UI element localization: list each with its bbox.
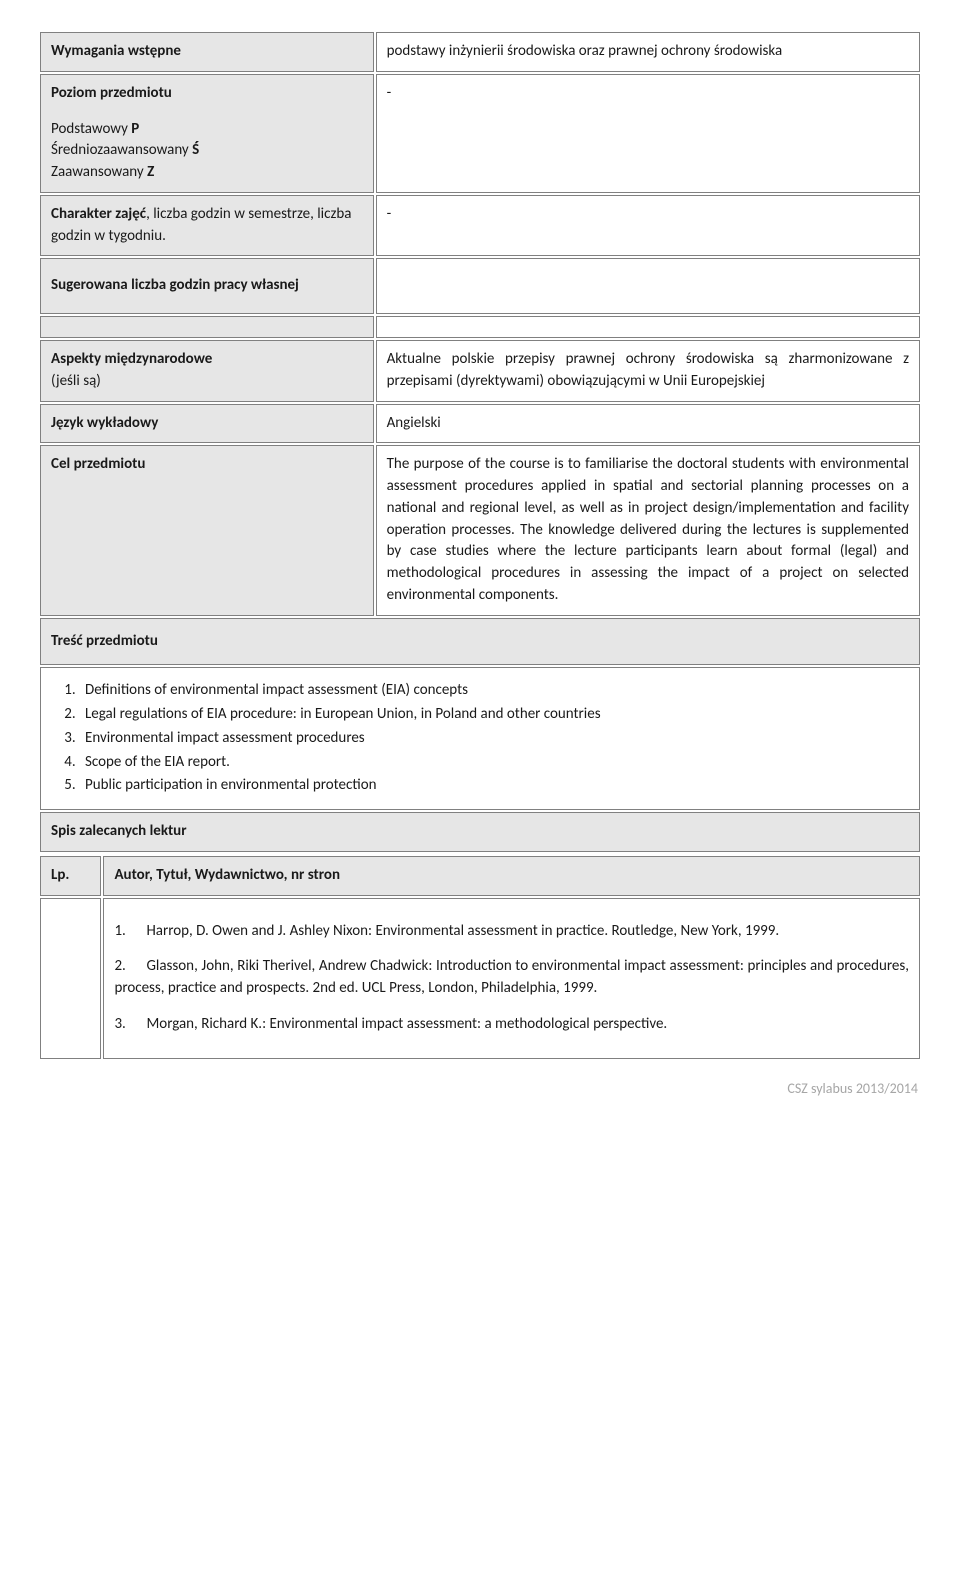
content-item: Public participation in environmental pr… <box>79 775 909 797</box>
value-purpose: The purpose of the course is to familiar… <box>376 445 920 615</box>
ref-item: 3.Morgan, Richard K.: Environmental impa… <box>114 1014 909 1036</box>
value-international: Aktualne polskie przepisy prawnej ochron… <box>376 340 920 402</box>
label-suggested-hours: Sugerowana liczba godzin pracy własnej <box>40 258 374 314</box>
intl-title: Aspekty międzynarodowe <box>51 349 363 371</box>
lp-cell <box>40 898 101 1059</box>
lp-header: Lp. <box>40 856 101 896</box>
label-purpose: Cel przedmiotu <box>40 445 374 615</box>
spacer-label <box>40 316 374 338</box>
level-basic: Podstawowy P <box>51 119 363 141</box>
intl-sub: (jeśli są) <box>51 371 363 393</box>
value-character: - <box>376 195 920 257</box>
content-item: Environmental impact assessment procedur… <box>79 728 909 750</box>
value-requirements: podstawy inżynierii środowiska oraz praw… <box>376 32 920 72</box>
label-international: Aspekty międzynarodowe (jeśli są) <box>40 340 374 402</box>
references-table: Lp. Autor, Tytuł, Wydawnictwo, nr stron … <box>38 854 922 1061</box>
label-character: Charakter zajęć, liczba godzin w semestr… <box>40 195 374 257</box>
ref-item: 2.Glasson, John, Riki Therivel, Andrew C… <box>114 956 909 1000</box>
ref-item: 1.Harrop, D. Owen and J. Ashley Nixon: E… <box>114 921 909 943</box>
content-list: Definitions of environmental impact asse… <box>51 680 909 797</box>
content-list-cell: Definitions of environmental impact asse… <box>40 667 920 810</box>
label-content: Treść przedmiotu <box>40 618 920 666</box>
label-reading-list: Spis zalecanych lektur <box>40 812 920 852</box>
value-language: Angielski <box>376 404 920 444</box>
spacer-value <box>376 316 920 338</box>
level-intermediate: Średniozaawansowany Ś <box>51 140 363 162</box>
syllabus-table: Wymagania wstępne podstawy inżynierii śr… <box>38 30 922 854</box>
value-suggested-hours <box>376 258 920 314</box>
label-language: Język wykładowy <box>40 404 374 444</box>
ref-cell: 1.Harrop, D. Owen and J. Ashley Nixon: E… <box>103 898 920 1059</box>
value-level: - <box>376 74 920 193</box>
ref-header: Autor, Tytuł, Wydawnictwo, nr stron <box>103 856 920 896</box>
content-item: Definitions of environmental impact asse… <box>79 680 909 702</box>
page-footer: CSZ sylabus 2013/2014 <box>38 1079 922 1099</box>
level-advanced: Zaawansowany Z <box>51 162 363 184</box>
label-requirements: Wymagania wstępne <box>40 32 374 72</box>
level-title: Poziom przedmiotu <box>51 83 363 105</box>
content-item: Legal regulations of EIA procedure: in E… <box>79 704 909 726</box>
label-level: Poziom przedmiotu Podstawowy P Średnioza… <box>40 74 374 193</box>
content-item: Scope of the EIA report. <box>79 752 909 774</box>
